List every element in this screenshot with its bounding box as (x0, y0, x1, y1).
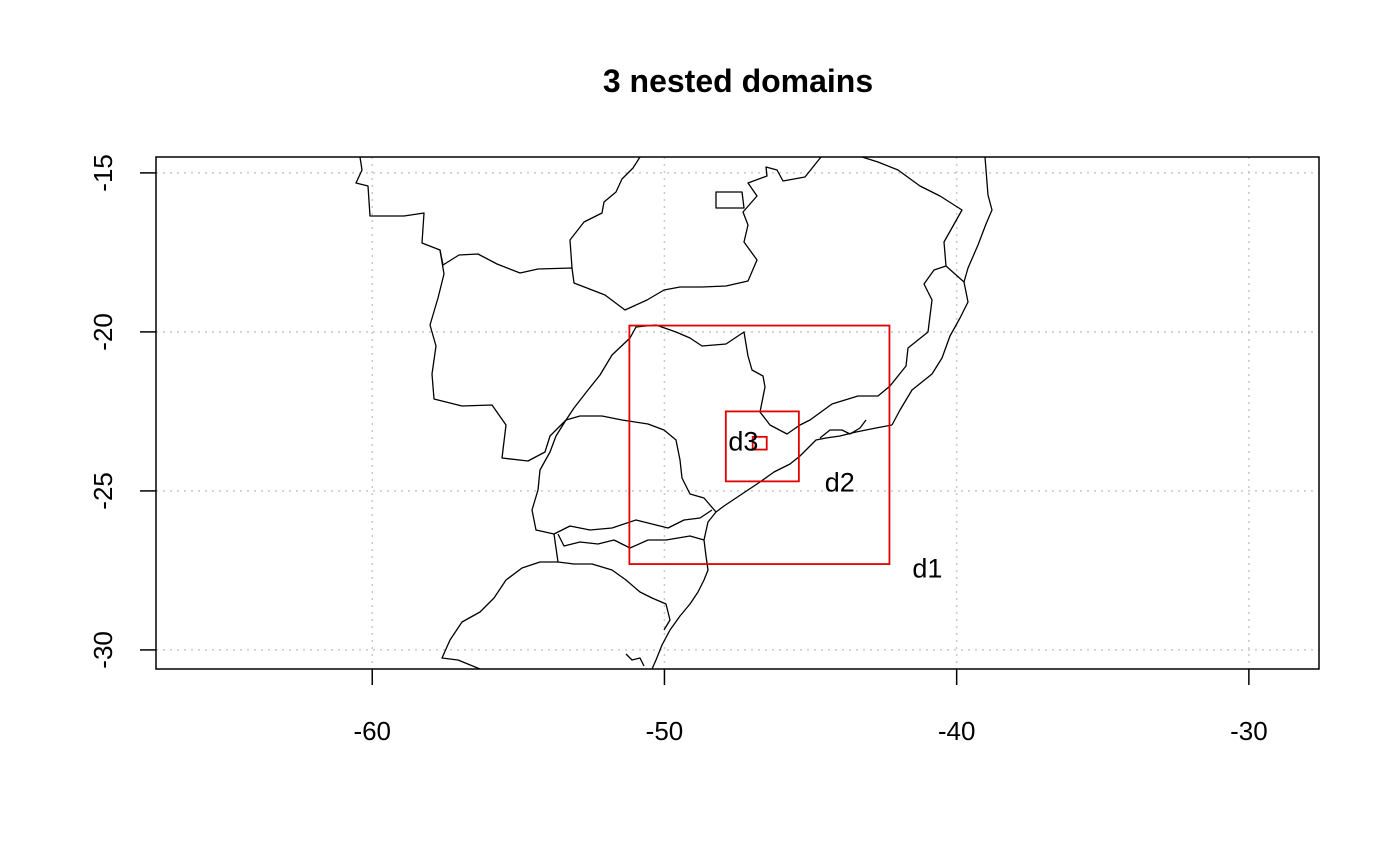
y-tick-label: -20 (88, 313, 118, 351)
domain-label-d2: d2 (825, 468, 855, 498)
state-border (441, 561, 558, 669)
chart-title: 3 nested domains (603, 63, 873, 99)
x-tick-label: -50 (646, 716, 684, 746)
state-border (355, 157, 822, 311)
coastline (651, 424, 893, 669)
state-border (565, 157, 963, 435)
domain-box-d1 (628, 324, 891, 565)
gridlines (156, 157, 1319, 669)
coastline (819, 419, 867, 439)
x-tick-label: -60 (353, 716, 391, 746)
state-border (891, 265, 969, 426)
state-border (557, 533, 705, 549)
domain-label-d3: d3 (728, 426, 758, 456)
domain-box-d3 (751, 435, 768, 451)
y-tick-label: -30 (88, 631, 118, 669)
x-tick-label: -40 (938, 716, 976, 746)
domains: d1 d2 d3 (628, 324, 942, 584)
coastline (625, 653, 645, 667)
y-tick-label: -15 (88, 154, 118, 192)
state-borders (355, 157, 993, 669)
axes: -60 -50 -40 -30 -15 -20 -25 -30 (88, 154, 1268, 746)
state-border (553, 533, 671, 631)
y-tick-label: -25 (88, 472, 118, 510)
domain-label-d1: d1 (912, 554, 942, 584)
state-border (963, 157, 993, 283)
x-tick-label: -30 (1230, 716, 1268, 746)
federal-district (715, 191, 745, 209)
state-border (429, 249, 567, 462)
state-border (569, 157, 641, 269)
plot-frame (155, 156, 1320, 670)
state-border (565, 415, 717, 513)
state-border (531, 419, 713, 535)
domain-box-d2 (724, 410, 800, 483)
